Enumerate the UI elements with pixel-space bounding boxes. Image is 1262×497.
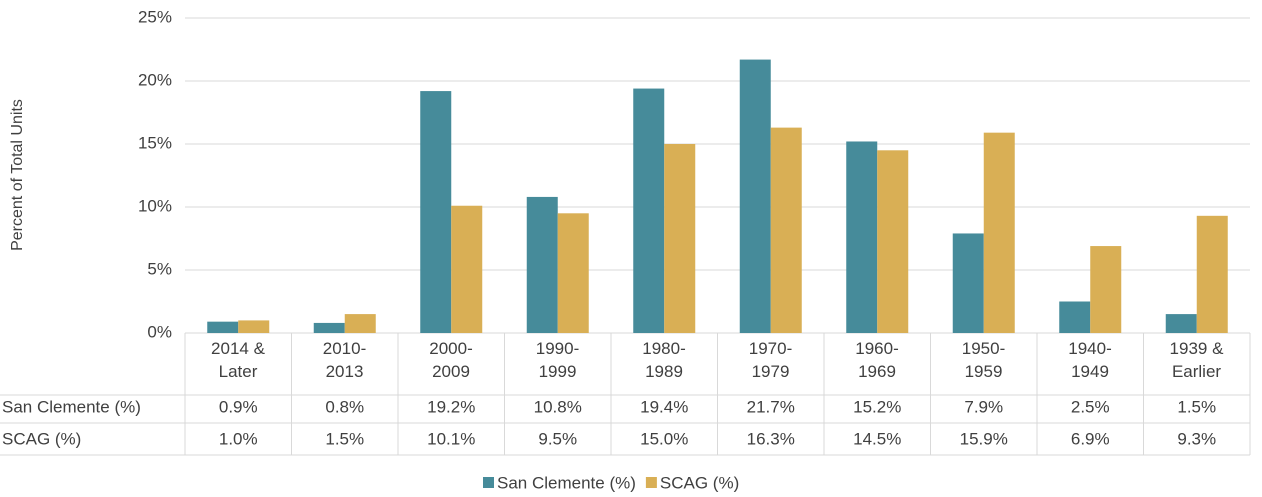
bar bbox=[451, 205, 483, 333]
x-tick-label: 2000- 2009 bbox=[429, 339, 473, 381]
x-tick-label: 1970- 1979 bbox=[748, 339, 793, 381]
y-tick-label: 10% bbox=[138, 196, 172, 215]
table-cell: 19.2% bbox=[427, 397, 475, 416]
x-tick-label: 1939 & Earlier bbox=[1169, 339, 1224, 381]
y-tick-label: 20% bbox=[138, 70, 172, 89]
table-cell: 10.8% bbox=[534, 397, 582, 416]
y-tick-label: 0% bbox=[147, 322, 172, 341]
bar bbox=[846, 141, 878, 333]
bar bbox=[877, 150, 909, 333]
table-cell: 9.3% bbox=[1177, 429, 1216, 448]
y-axis-label: Percent of Total Units bbox=[9, 99, 26, 251]
x-tick-label: 1940- 1949 bbox=[1068, 339, 1112, 381]
table-cell: 9.5% bbox=[538, 429, 577, 448]
table-cell: 15.0% bbox=[640, 429, 688, 448]
bar bbox=[1196, 215, 1228, 333]
legend-label: SCAG (%) bbox=[660, 473, 739, 492]
x-tick-label: 1950- 1959 bbox=[961, 339, 1006, 381]
table-cell: 6.9% bbox=[1071, 429, 1110, 448]
table-cell: 21.7% bbox=[747, 397, 795, 416]
legend-label: San Clemente (%) bbox=[497, 473, 636, 492]
table-row-label: San Clemente (%) bbox=[2, 397, 141, 416]
bar bbox=[313, 322, 345, 333]
table-cell: 1.5% bbox=[325, 429, 364, 448]
y-tick-label: 25% bbox=[138, 7, 172, 26]
bar bbox=[633, 88, 665, 333]
legend-swatch bbox=[645, 477, 657, 488]
bar bbox=[526, 196, 558, 333]
table-cell: 15.2% bbox=[853, 397, 901, 416]
bar bbox=[238, 320, 270, 333]
bar bbox=[557, 213, 589, 333]
bar bbox=[420, 91, 452, 333]
table-cell: 1.5% bbox=[1177, 397, 1216, 416]
y-tick-label: 5% bbox=[147, 259, 172, 278]
table-cell: 10.1% bbox=[427, 429, 475, 448]
bar bbox=[207, 321, 239, 333]
table-cell: 15.9% bbox=[960, 429, 1008, 448]
bar bbox=[1090, 246, 1122, 333]
y-tick-label: 15% bbox=[138, 133, 172, 152]
table-cell: 0.8% bbox=[325, 397, 364, 416]
legend-swatch bbox=[483, 477, 494, 488]
table-row-label: SCAG (%) bbox=[2, 429, 81, 448]
bar bbox=[739, 59, 771, 334]
bar bbox=[770, 127, 802, 334]
x-tick-label: 1990- 1999 bbox=[535, 339, 580, 381]
bar bbox=[344, 314, 376, 333]
bar bbox=[983, 132, 1015, 333]
x-tick-label: 1960- 1969 bbox=[855, 339, 899, 381]
x-tick-label: 2014 & Later bbox=[211, 339, 265, 381]
bar bbox=[1059, 301, 1091, 333]
bar bbox=[664, 144, 696, 333]
bar bbox=[1165, 314, 1197, 333]
bar bbox=[952, 233, 984, 333]
table-cell: 2.5% bbox=[1071, 397, 1110, 416]
x-tick-label: 1980- 1989 bbox=[642, 339, 686, 381]
table-cell: 1.0% bbox=[219, 429, 258, 448]
table-cell: 14.5% bbox=[853, 429, 901, 448]
x-tick-label: 2010- 2013 bbox=[322, 339, 367, 381]
table-cell: 19.4% bbox=[640, 397, 688, 416]
table-cell: 7.9% bbox=[964, 397, 1003, 416]
table-cell: 0.9% bbox=[219, 397, 258, 416]
table-cell: 16.3% bbox=[747, 429, 795, 448]
